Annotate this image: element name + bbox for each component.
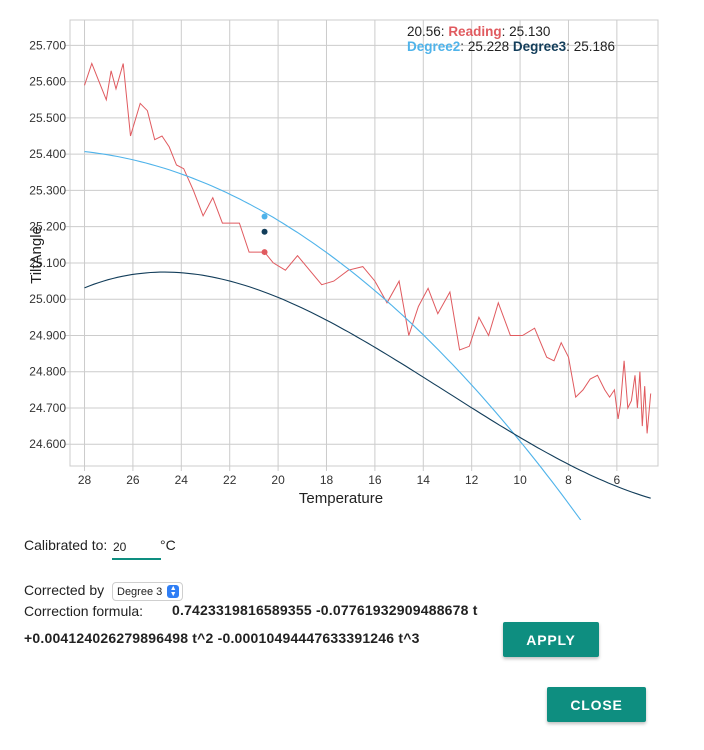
legend-row-2: Degree2: 25.228 Degree3: 25.186 [407, 39, 615, 54]
x-tick-label: 18 [320, 473, 334, 487]
x-tick-label: 24 [175, 473, 189, 487]
y-axis-title: TiltAngle [28, 226, 45, 284]
legend-degree2-value: 25.228 [467, 39, 510, 54]
x-tick-label: 20 [271, 473, 285, 487]
corrected-by-label: Corrected by [24, 582, 105, 598]
y-tick-label: 24.800 [29, 365, 66, 379]
apply-button[interactable]: APPLY [503, 622, 599, 657]
x-tick-label: 10 [513, 473, 527, 487]
x-tick-label: 14 [417, 473, 431, 487]
y-tick-label: 25.100 [29, 256, 66, 270]
close-button[interactable]: CLOSE [547, 687, 646, 722]
legend-x-value: 20.56 [407, 24, 441, 39]
hover-legend: 20.56: Reading: 25.130 Degree2: 25.228 D… [407, 24, 615, 54]
chart-axes: 28 26 24 22 20 18 16 14 12 10 8 6 25.700 25.600 25.500… [29, 38, 620, 487]
legend-degree2-label: Degree2 [407, 39, 461, 54]
calibrated-label: Calibrated to: [24, 537, 108, 553]
y-tick-label: 25.600 [29, 75, 66, 89]
correction-formula-label: Correction formula: [24, 603, 144, 619]
chart-grid [65, 19, 659, 471]
legend-reading-value: 25.130 [509, 24, 551, 39]
x-tick-label: 16 [368, 473, 382, 487]
y-tick-label: 25.500 [29, 111, 66, 125]
hover-markers [261, 213, 268, 256]
legend-degree3-label: Degree3 [512, 39, 567, 54]
legend-degree3-value: 25.186 [573, 39, 615, 54]
select-updown-icon: ▲ ▼ [167, 585, 180, 598]
x-tick-label: 22 [223, 473, 237, 487]
x-tick-label: 26 [126, 473, 140, 487]
x-tick-label: 28 [78, 473, 92, 487]
y-tick-label: 25.300 [29, 183, 66, 197]
y-tick-label: 24.900 [29, 328, 66, 342]
series-reading [84, 62, 652, 434]
series-degree2 [84, 151, 582, 520]
plot-border [69, 19, 659, 467]
hover-marker-degree3 [261, 228, 268, 235]
calibrated-unit: °C [160, 537, 176, 553]
correction-degree-value: Degree 3 [117, 585, 163, 598]
tilt-chart: 28 26 24 22 20 18 16 14 12 10 8 6 25.700 25.600 25.500… [28, 19, 659, 520]
y-tick-label: 25.400 [29, 147, 66, 161]
y-tick-label: 24.700 [29, 401, 66, 415]
calibrated-temperature-input[interactable] [112, 536, 161, 560]
hover-marker-degree2 [261, 213, 268, 220]
y-tick-label: 24.600 [29, 437, 66, 451]
hover-marker-reading [261, 249, 268, 256]
correction-formula-line2: +0.004124026279896498 t^2 -0.00010494447… [24, 630, 420, 646]
y-tick-label: 25.700 [29, 38, 66, 52]
chart-series [84, 62, 652, 520]
correction-degree-select[interactable]: Degree 3 ▲ ▼ [112, 582, 184, 601]
y-tick-label: 25.000 [29, 292, 66, 306]
x-tick-label: 12 [465, 473, 479, 487]
legend-row-1: 20.56: Reading: 25.130 [407, 24, 551, 39]
legend-reading-label: Reading [448, 24, 502, 39]
x-tick-label: 6 [614, 473, 621, 487]
y-tick-label: 25.200 [29, 220, 66, 234]
x-axis-title: Temperature [299, 490, 383, 507]
series-degree3 [84, 271, 651, 499]
correction-formula-line1: 0.7423319816589355 -0.07761932909488678 … [172, 602, 478, 618]
x-tick-label: 8 [565, 473, 572, 487]
